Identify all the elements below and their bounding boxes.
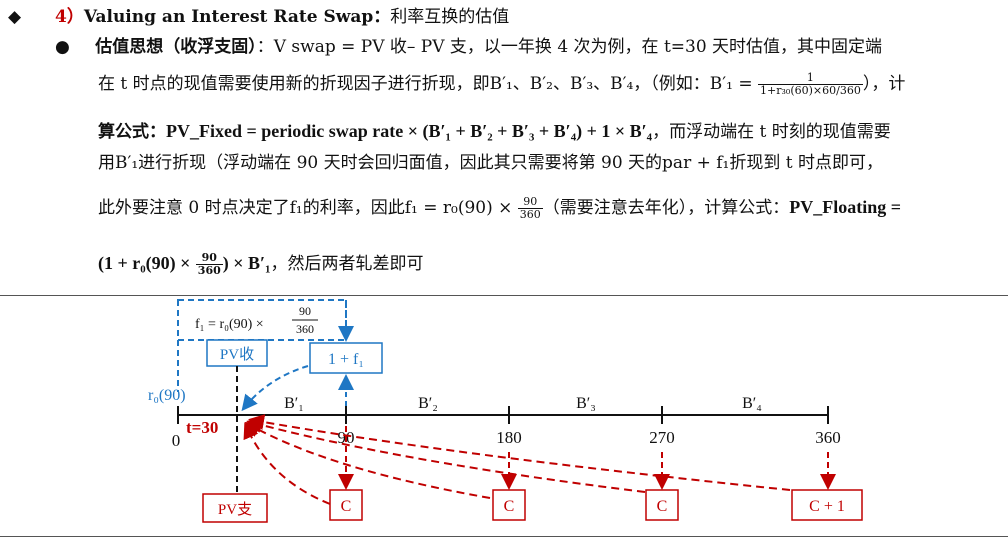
one-plus-f1-box <box>309 342 383 374</box>
section-colon: ： <box>373 7 391 27</box>
line6-end: ，然后两者轧差即可 <box>270 254 424 274</box>
section-title: Valuing an Interest Rate Swap <box>83 7 374 27</box>
valuation-idea-text: ：V swap = PV 收– PV 支，以一年换 4 次为例，在 t=30 天… <box>256 37 883 57</box>
de-annualize-note: （需要注意去年化），计算公式： <box>542 198 790 218</box>
f1-note-text: 此外要注意 0 时点决定了f₁的利率，因此f₁ = r₀(90) × <box>98 198 513 218</box>
bottom-divider <box>0 536 1008 537</box>
one-plus-f1-label: 1 + f₁ <box>328 351 364 368</box>
coupon-label-4: C + 1 <box>809 498 845 515</box>
pv-fixed-formula: PV_Fixed = periodic swap rate × (B′₁ + B… <box>166 121 653 141</box>
pv-pay-box <box>202 493 268 523</box>
section-header: ◆ 4）Valuing an Interest Rate Swap：利率互换的估… <box>8 6 509 28</box>
paragraph-line-2: 在 t 时点的现值需要使用新的折现因子进行折现，即B′₁、B′₂、B′₃、B′₄… <box>98 72 905 97</box>
r0-label: r₀(90) <box>148 387 186 404</box>
coupon-label-2: C <box>504 498 515 515</box>
b1-fraction: 1 1+r₃₀(60)×60/360 <box>758 71 863 97</box>
segment-b4: B′₄ <box>742 395 762 412</box>
pv-floating-label: PV_Floating = <box>789 197 902 217</box>
segment-b1: B′₁ <box>284 395 304 412</box>
section-number: 4） <box>55 7 84 27</box>
segment-b2: B′₂ <box>418 395 438 412</box>
discount-arc-c2 <box>244 422 491 499</box>
paragraph-line-3: 算公式：PV_Fixed = periodic swap rate × (B′₁… <box>98 120 891 143</box>
discount-arc-c3 <box>246 417 646 493</box>
discount-to-t30-arrow <box>241 365 309 412</box>
paragraph-line-4: 用B′₁进行折现（浮动端在 90 天时会回归面值，因此其只需要将第 90 天的p… <box>98 152 883 174</box>
tick-270: 270 <box>649 428 675 447</box>
tick-0: 0 <box>172 431 181 450</box>
pv-floating-formula-b: ) × B′₁ <box>222 253 271 273</box>
segment-b3: B′₃ <box>576 395 596 412</box>
discount-arc-c1 <box>243 422 331 505</box>
paragraph-line-6: (1 + r₀(90) × 90 360 ) × B′₁，然后两者轧差即可 <box>98 252 423 277</box>
coupon-label-1: C <box>341 498 352 515</box>
floating-leg-text: 用B′₁进行折现（浮动端在 90 天时会回归面值，因此其只需要将第 90 天的p… <box>98 153 883 173</box>
coupon-box-3 <box>645 489 679 521</box>
t30-label: t=30 <box>186 418 218 437</box>
dot-bullet-icon: ● <box>55 37 70 57</box>
paragraph-line-5: 此外要注意 0 时点决定了f₁的利率，因此f₁ = r₀(90) × 90 36… <box>98 196 901 221</box>
pv-floating-formula-a: (1 + r₀(90) × <box>98 253 191 273</box>
section-subtitle: 利率互换的估值 <box>390 7 510 27</box>
pv-floating-fraction: 90 360 <box>195 251 223 277</box>
f1-formula: f₁ = r₀(90) × <box>195 317 264 332</box>
discount-factor-text: 在 t 时点的现值需要使用新的折现因子进行折现，即B′₁、B′₂、B′₃、B′₄… <box>98 74 753 94</box>
coupon-box-4 <box>791 489 863 521</box>
coupon-box-1 <box>329 489 363 521</box>
f1-frac-den: 360 <box>296 322 314 336</box>
paragraph-line-1: ● 估值思想（收浮支固）：V swap = PV 收– PV 支，以一年换 4 … <box>55 36 882 58</box>
tick-360: 360 <box>815 428 841 447</box>
coupon-label-3: C <box>657 498 668 515</box>
pv-pay-label: PV支 <box>218 501 252 518</box>
diamond-bullet-icon: ◆ <box>8 7 22 27</box>
tick-180: 180 <box>496 428 522 447</box>
line2-end: ），计 <box>862 74 906 94</box>
line3-end: ，而浮动端在 t 时刻的现值需要 <box>652 122 891 142</box>
formula-prefix: 算公式： <box>98 122 166 142</box>
f1-fraction: 90 360 <box>517 195 543 221</box>
discount-arc-c4 <box>248 414 791 491</box>
valuation-idea-label: 估值思想（收浮支固） <box>95 37 257 57</box>
top-divider <box>0 295 1008 296</box>
f1-frac-num: 90 <box>299 304 311 318</box>
pv-receive-box <box>206 339 268 367</box>
pv-receive-label: PV收 <box>220 346 254 363</box>
coupon-box-2 <box>492 489 526 521</box>
